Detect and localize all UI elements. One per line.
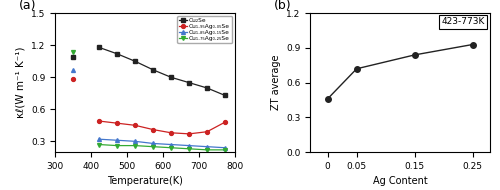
Cu₁.₉₅Ag₀.₀₅Se <box>222 121 228 123</box>
Cu₁.₉₅Ag₀.₀₅Se <box>186 133 192 135</box>
X-axis label: Temperature(K): Temperature(K) <box>107 176 183 186</box>
Line: Cu₂Se: Cu₂Se <box>98 45 227 97</box>
Cu₂Se <box>132 60 138 63</box>
Cu₁.₈₅Ag₀.₁₅Se <box>204 146 210 148</box>
Cu₁.₈₅Ag₀.₁₅Se <box>114 139 120 141</box>
Cu₁.₉₅Ag₀.₀₅Se <box>132 124 138 127</box>
Cu₁.₈₅Ag₀.₁₅Se <box>168 143 174 146</box>
Cu₁.₇₅Ag₀.₂₅Se <box>132 144 138 147</box>
Cu₁.₉₅Ag₀.₀₅Se <box>150 128 156 131</box>
Text: (a): (a) <box>19 0 36 12</box>
X-axis label: Ag Content: Ag Content <box>372 176 428 186</box>
Line: Cu₁.₈₅Ag₀.₁₅Se: Cu₁.₈₅Ag₀.₁₅Se <box>98 137 227 150</box>
Cu₁.₈₅Ag₀.₁₅Se <box>222 147 228 149</box>
Cu₂Se <box>96 46 102 49</box>
Cu₂Se <box>150 69 156 71</box>
Cu₁.₈₅Ag₀.₁₅Se <box>186 144 192 147</box>
Cu₁.₇₅Ag₀.₂₅Se <box>114 144 120 147</box>
Y-axis label: ZT average: ZT average <box>270 55 280 110</box>
Cu₁.₇₅Ag₀.₂₅Se <box>96 143 102 146</box>
Cu₂Se <box>114 53 120 55</box>
Cu₂Se <box>186 82 192 84</box>
Line: Cu₁.₉₅Ag₀.₀₅Se: Cu₁.₉₅Ag₀.₀₅Se <box>98 119 227 136</box>
Cu₁.₉₅Ag₀.₀₅Se <box>96 120 102 122</box>
Cu₂Se <box>222 94 228 97</box>
Cu₁.₈₅Ag₀.₁₅Se <box>96 138 102 140</box>
Cu₁.₇₅Ag₀.₂₅Se <box>150 146 156 148</box>
Cu₁.₉₅Ag₀.₀₅Se <box>114 122 120 124</box>
Cu₁.₉₅Ag₀.₀₅Se <box>168 132 174 134</box>
Cu₂Se <box>204 87 210 89</box>
Cu₁.₇₅Ag₀.₂₅Se <box>204 149 210 151</box>
Cu₁.₉₅Ag₀.₀₅Se <box>204 131 210 133</box>
Y-axis label: κℓ(W m⁻¹ K⁻¹): κℓ(W m⁻¹ K⁻¹) <box>16 47 26 118</box>
Cu₁.₇₅Ag₀.₂₅Se <box>222 149 228 151</box>
Line: Cu₁.₇₅Ag₀.₂₅Se: Cu₁.₇₅Ag₀.₂₅Se <box>98 142 227 152</box>
Cu₁.₇₅Ag₀.₂₅Se <box>186 148 192 150</box>
Cu₂Se <box>168 76 174 78</box>
Text: (b): (b) <box>274 0 292 12</box>
Legend: Cu₂Se, Cu₁.₉₅Ag₀.₀₅Se, Cu₁.₈₅Ag₀.₁₅Se, Cu₁.₇₅Ag₀.₂₅Se: Cu₂Se, Cu₁.₉₅Ag₀.₀₅Se, Cu₁.₈₅Ag₀.₁₅Se, C… <box>178 16 232 43</box>
Cu₁.₈₅Ag₀.₁₅Se <box>150 142 156 145</box>
Text: 423-773K: 423-773K <box>441 17 484 26</box>
Cu₁.₇₅Ag₀.₂₅Se <box>168 147 174 149</box>
Cu₁.₈₅Ag₀.₁₅Se <box>132 140 138 142</box>
